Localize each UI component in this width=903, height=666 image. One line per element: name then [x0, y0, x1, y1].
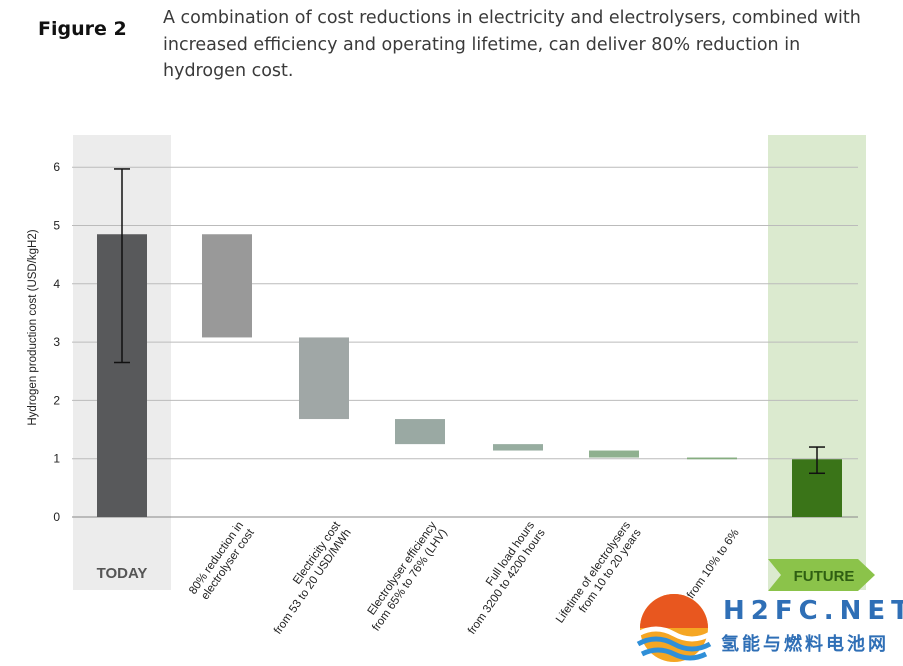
bar-3	[395, 419, 445, 445]
bar-6	[687, 457, 737, 460]
figure-caption: A combination of cost reductions in elec…	[163, 8, 861, 81]
watermark-text-en: H2FC.NET	[723, 596, 903, 626]
y-tick-label-0: 0	[53, 510, 60, 524]
x-tick-label-1: 80% reduction inelectrolyser cost	[187, 519, 257, 604]
figure-label: Figure 2	[38, 18, 127, 40]
y-tick-label-6: 6	[53, 160, 60, 174]
future-arrow	[768, 559, 875, 591]
y-tick-label-3: 3	[53, 335, 60, 349]
today-label: TODAY	[97, 565, 148, 582]
x-tick-label-4: Full load hoursfrom 3200 to 4200 hours	[455, 519, 547, 636]
watermark: H2FC.NET 氢能与燃料电池网	[628, 590, 903, 666]
watermark-logo-icon	[636, 594, 712, 662]
future-label: FUTURE	[794, 568, 855, 585]
bar-5	[589, 450, 639, 458]
bar-2	[299, 337, 349, 420]
future-band	[768, 135, 866, 590]
watermark-text-cn: 氢能与燃料电池网	[721, 634, 889, 655]
y-axis-label: Hydrogen production cost (USD/kgH2)	[27, 229, 39, 425]
x-tick-label-2: Electricity costfrom 53 to 20 USD/MWh	[261, 519, 354, 637]
x-tick-label-3: Electrolyser efficiencyfrom 65% to 76% (…	[360, 519, 450, 633]
bar-1	[202, 234, 252, 338]
y-tick-label-5: 5	[53, 219, 60, 233]
y-tick-label-1: 1	[53, 452, 60, 466]
bar-4	[493, 444, 543, 451]
y-tick-label-2: 2	[53, 393, 60, 407]
y-tick-label-4: 4	[53, 277, 60, 291]
